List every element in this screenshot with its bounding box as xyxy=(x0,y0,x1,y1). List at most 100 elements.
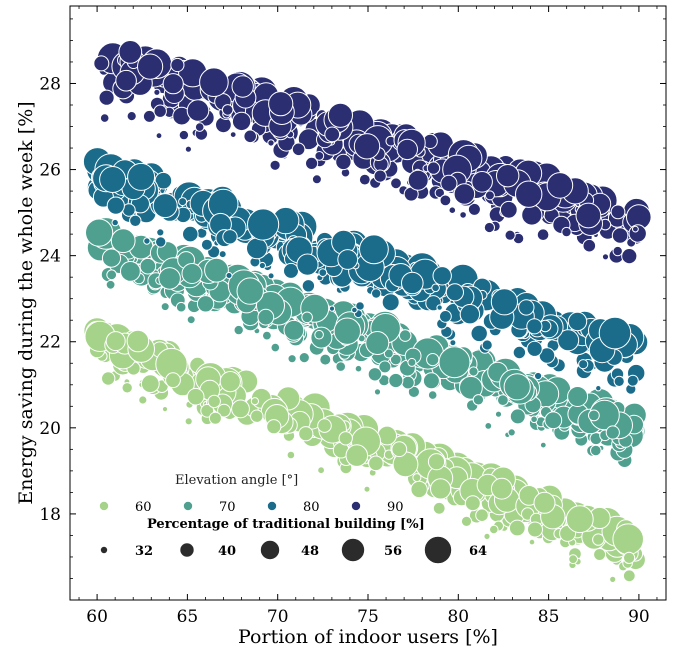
data-point xyxy=(283,319,305,341)
data-point xyxy=(530,415,538,424)
data-point xyxy=(557,329,580,352)
data-point xyxy=(359,234,389,265)
data-point xyxy=(407,385,420,398)
data-point xyxy=(546,172,574,199)
axis-ticks: 60 65 70 75 80 85 90 18 20 22 24 26 28 xyxy=(39,6,666,627)
data-point xyxy=(371,288,382,299)
data-point xyxy=(432,266,452,286)
y-tick-label: 24 xyxy=(39,247,61,267)
data-point xyxy=(439,310,452,323)
data-point xyxy=(489,524,499,535)
data-point xyxy=(267,139,275,147)
data-point xyxy=(436,304,443,311)
data-point xyxy=(389,353,402,366)
data-point xyxy=(590,444,602,457)
legend-size-label: 48 xyxy=(301,544,319,559)
data-point xyxy=(612,523,645,556)
data-point xyxy=(484,190,495,201)
data-point xyxy=(567,386,589,407)
data-point xyxy=(509,408,526,425)
data-point xyxy=(527,521,543,538)
data-point xyxy=(154,171,173,190)
data-point xyxy=(165,372,181,389)
data-point xyxy=(578,359,589,370)
data-point xyxy=(610,204,626,220)
data-point xyxy=(296,253,319,276)
data-point xyxy=(186,387,205,406)
x-tick-label: 60 xyxy=(86,607,108,627)
data-point xyxy=(298,352,310,364)
data-point xyxy=(200,238,213,251)
data-point xyxy=(287,354,297,364)
data-point xyxy=(490,288,518,316)
legend-size-marker xyxy=(179,542,195,558)
legend-size-title: Percentage of traditional building [%] xyxy=(147,517,425,532)
data-point xyxy=(528,538,536,546)
data-point xyxy=(351,306,358,314)
data-point xyxy=(412,473,422,483)
data-point xyxy=(496,164,520,188)
data-point xyxy=(401,375,415,390)
data-point xyxy=(504,229,516,241)
data-point xyxy=(613,375,625,387)
data-point xyxy=(105,279,116,290)
legend-hue-label: 90 xyxy=(387,500,404,515)
data-point xyxy=(250,409,264,423)
legend-size-marker xyxy=(341,538,365,562)
data-point xyxy=(410,480,428,499)
data-point xyxy=(611,227,629,244)
data-point xyxy=(438,346,471,379)
data-point xyxy=(93,55,110,72)
data-point xyxy=(156,228,165,237)
x-axis-label: Portion of indoor users [%] xyxy=(238,626,498,648)
data-point xyxy=(106,269,118,281)
data-point xyxy=(155,132,163,140)
data-point xyxy=(327,102,353,128)
legend-size-label: 64 xyxy=(469,544,487,559)
data-point xyxy=(319,353,332,366)
data-point xyxy=(483,532,491,541)
data-point xyxy=(105,331,126,352)
data-point xyxy=(445,283,464,302)
data-point xyxy=(388,372,404,389)
data-point xyxy=(118,40,143,64)
data-point xyxy=(236,277,264,305)
data-point xyxy=(170,57,185,73)
data-point xyxy=(434,187,445,199)
data-point xyxy=(225,272,233,279)
data-point xyxy=(427,453,446,471)
legend-size-marker xyxy=(260,540,280,560)
data-point xyxy=(464,495,481,512)
data-point xyxy=(204,257,229,283)
data-point xyxy=(333,317,361,345)
data-point xyxy=(138,395,148,405)
data-point xyxy=(538,347,556,364)
data-point xyxy=(367,367,383,382)
legend-size-marker xyxy=(100,546,108,554)
data-point xyxy=(311,174,322,185)
data-point xyxy=(158,267,181,290)
y-tick-label: 18 xyxy=(39,505,61,525)
data-point xyxy=(460,515,473,528)
data-point xyxy=(328,305,336,312)
data-point xyxy=(283,262,299,279)
data-point xyxy=(231,111,252,132)
data-point xyxy=(196,295,215,313)
legend-size-label: 40 xyxy=(218,544,236,559)
legend-hue-marker xyxy=(183,501,193,511)
data-point xyxy=(626,374,639,387)
x-tick-label: 85 xyxy=(538,607,560,627)
data-point xyxy=(110,228,136,254)
data-point xyxy=(335,361,347,372)
data-point xyxy=(98,89,115,106)
data-point xyxy=(373,169,387,183)
data-point xyxy=(208,411,222,425)
data-point xyxy=(426,353,440,367)
data-point xyxy=(127,162,156,191)
data-point xyxy=(140,374,160,394)
data-point xyxy=(106,196,125,215)
data-point xyxy=(153,104,167,118)
data-point xyxy=(153,88,161,96)
legend-hue-marker xyxy=(351,501,361,511)
